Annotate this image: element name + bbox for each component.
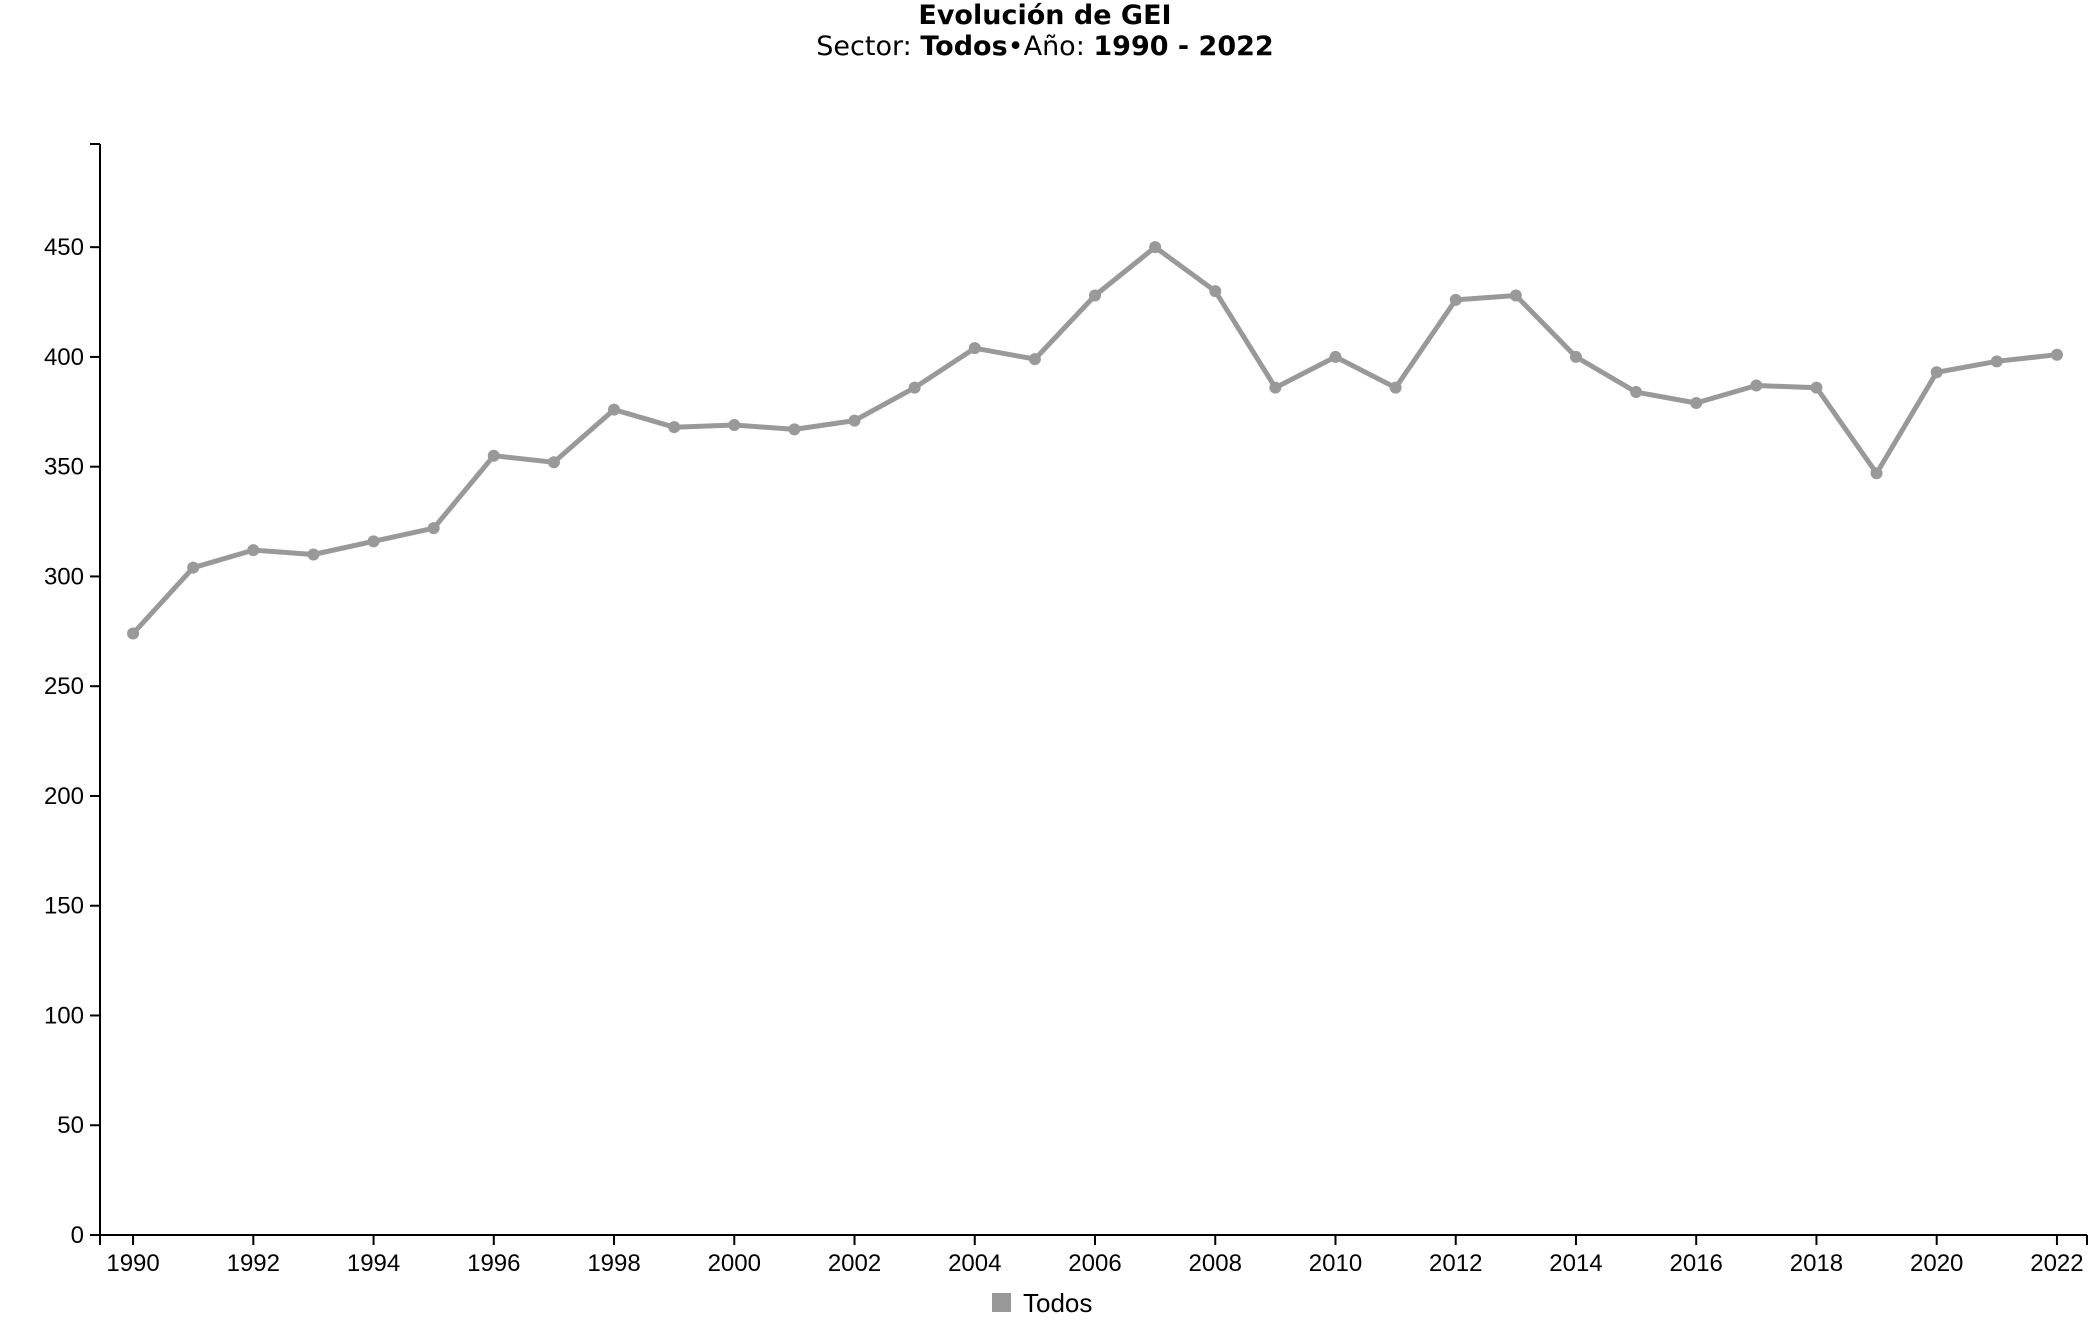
data-point xyxy=(547,456,560,469)
x-axis: 1990 1992 1994 1996 1998 2000 2002 2004 2006 2008… xyxy=(99,1234,2088,1277)
data-point xyxy=(1870,467,1883,480)
x-tick-label: 1992 xyxy=(227,1250,280,1277)
y-tick-label: 50 xyxy=(57,1112,84,1139)
data-point xyxy=(487,449,500,462)
subtitle-sector-value: Todos xyxy=(920,31,1008,62)
chart-subtitle: Sector: Todos•Año: 1990 - 2022 xyxy=(0,32,2090,62)
x-tick-label: 2006 xyxy=(1068,1250,1121,1277)
y-tick-label: 0 xyxy=(71,1222,84,1249)
data-point xyxy=(1028,353,1041,366)
data-point xyxy=(848,414,861,427)
data-point xyxy=(1329,350,1342,363)
data-point xyxy=(908,381,921,394)
legend: Todos xyxy=(992,1288,1092,1318)
data-point xyxy=(1810,381,1823,394)
data-point xyxy=(1630,386,1643,399)
x-tick-label: 2002 xyxy=(828,1250,881,1277)
subtitle-separator: • xyxy=(1007,31,1024,62)
y-axis: 0 50 100 150 200 250 300 350 400 450 xyxy=(44,143,101,1249)
x-tick-label: 1994 xyxy=(347,1250,400,1277)
x-tick-label: 2010 xyxy=(1309,1250,1362,1277)
data-point xyxy=(2050,348,2063,361)
data-point xyxy=(367,535,380,548)
data-point xyxy=(1209,285,1222,298)
chart-title: Evolución de GEI xyxy=(918,0,1172,31)
legend-swatch xyxy=(992,1293,1011,1312)
data-point xyxy=(1149,241,1162,254)
y-tick-label: 450 xyxy=(44,234,84,261)
y-tick-label: 250 xyxy=(44,673,84,700)
data-point xyxy=(1750,379,1763,392)
data-point xyxy=(788,423,801,436)
y-tick-label: 400 xyxy=(44,344,84,371)
x-tick-label: 2012 xyxy=(1429,1250,1482,1277)
data-point xyxy=(427,522,440,535)
x-tick-label: 2020 xyxy=(1910,1250,1963,1277)
x-tick-label: 1996 xyxy=(467,1250,520,1277)
data-point xyxy=(1089,289,1102,302)
data-point xyxy=(728,418,741,431)
x-tick-label: 2016 xyxy=(1670,1250,1723,1277)
data-point xyxy=(247,544,260,557)
chart-header: Evolución de GEI Sector: Todos•Año: 1990… xyxy=(0,0,2090,62)
x-tick-label: 2008 xyxy=(1189,1250,1242,1277)
x-tick-label: 2004 xyxy=(948,1250,1001,1277)
x-tick-label: 2000 xyxy=(708,1250,761,1277)
x-tick-label: 1990 xyxy=(106,1250,159,1277)
subtitle-year-label: Año: xyxy=(1023,31,1085,62)
data-point xyxy=(668,421,681,434)
x-tick-label: 2014 xyxy=(1549,1250,1602,1277)
y-tick-label: 150 xyxy=(44,893,84,920)
data-point xyxy=(608,403,621,416)
data-point xyxy=(1990,355,2003,368)
legend-label: Todos xyxy=(1023,1288,1092,1318)
x-tick-label: 1998 xyxy=(587,1250,640,1277)
data-point xyxy=(1690,397,1703,410)
data-point xyxy=(1449,293,1462,306)
data-point xyxy=(187,561,200,574)
data-point xyxy=(1389,381,1402,394)
data-point xyxy=(1269,381,1282,394)
x-tick-label: 2018 xyxy=(1790,1250,1843,1277)
data-point xyxy=(1569,350,1582,363)
series-layer xyxy=(127,241,2063,640)
data-point xyxy=(1509,289,1522,302)
y-tick-label: 300 xyxy=(44,563,84,590)
data-point xyxy=(968,342,981,355)
data-point xyxy=(1930,366,1943,379)
subtitle-sector-label: Sector: xyxy=(816,31,912,62)
y-tick-label: 350 xyxy=(44,454,84,481)
series-line-todos xyxy=(130,244,2060,636)
data-point xyxy=(307,548,320,561)
data-point xyxy=(127,627,140,640)
x-tick-label: 2022 xyxy=(2030,1250,2083,1277)
y-tick-label: 200 xyxy=(44,783,84,810)
subtitle-year-value: 1990 - 2022 xyxy=(1093,31,1274,62)
y-tick-label: 100 xyxy=(44,1002,84,1029)
